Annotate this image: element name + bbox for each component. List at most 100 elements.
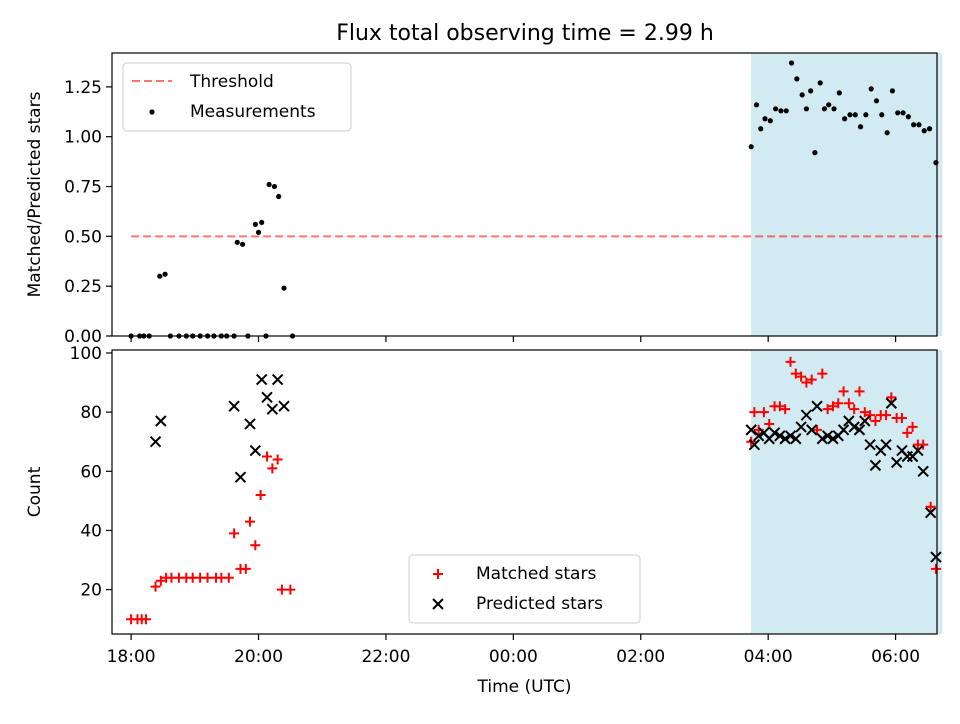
- predicted-star-point: [234, 471, 247, 483]
- measurement-point: [162, 271, 168, 277]
- measurement-point: [857, 124, 864, 130]
- measurement-point: [847, 112, 853, 118]
- matched-star-point: [202, 572, 213, 583]
- y-tick-label: 60: [80, 462, 102, 482]
- matched-star-point: [272, 454, 283, 465]
- x-tick-label: 04:00: [744, 647, 793, 667]
- y-tick-label: 1.00: [64, 128, 102, 148]
- top-panel: 0.00 0.25 0.50 0.75 1.00 1.25 Matched/Predicte…: [25, 52, 943, 347]
- measurement-point: [895, 110, 901, 116]
- matched-star-point: [245, 516, 256, 527]
- predicted-star-point: [853, 424, 866, 436]
- measurement-point: [266, 181, 272, 188]
- matched-star-point: [758, 407, 769, 418]
- predicted-star-point: [745, 424, 757, 436]
- y-tick-label: 1.25: [64, 78, 102, 98]
- y-tick-label: 40: [80, 521, 102, 541]
- highlight-span: [751, 53, 943, 336]
- legend-box: [122, 62, 352, 132]
- predicted-star-point: [149, 436, 162, 448]
- matched-star-point: [930, 563, 941, 574]
- predicted-star-point: [752, 430, 765, 442]
- predicted-star-point: [869, 459, 882, 472]
- predicted-star-point: [924, 507, 937, 519]
- bottom-panel: 20 40 60 80 100 18:00 20:00 22:00 00:00 02:00 04:0…: [25, 344, 943, 697]
- highlight-span: [751, 350, 943, 634]
- predicted-star-point: [848, 421, 860, 433]
- measurement-point: [863, 112, 869, 118]
- measurement-point: [905, 114, 911, 120]
- matched-star-point: [223, 572, 234, 583]
- legend-top: Threshold Measurements: [122, 62, 352, 132]
- matched-star-point: [240, 563, 251, 574]
- predicted-star-point: [795, 421, 807, 433]
- matched-star-point: [849, 404, 860, 415]
- predicted-star-point: [266, 403, 279, 415]
- matched-star-point: [925, 501, 936, 512]
- matched-star-point: [896, 413, 907, 424]
- measurement-point: [868, 86, 874, 92]
- predicted-star-point: [256, 373, 268, 386]
- measurement-point: [767, 118, 773, 124]
- measurement-point: [879, 112, 885, 118]
- x-tick-label: 20:00: [234, 647, 283, 667]
- axes-frame: [111, 52, 938, 337]
- matched-star-point: [276, 584, 287, 595]
- legend-box: [408, 554, 641, 624]
- matched-star-point: [870, 416, 881, 426]
- predicted-star-point: [885, 397, 898, 409]
- measurement-point: [783, 108, 789, 114]
- measurement-point: [817, 80, 823, 86]
- matched-star-point: [881, 410, 892, 421]
- predicted-star-point: [811, 400, 823, 412]
- matched-star-point: [780, 404, 791, 415]
- x-tick-label: 06:00: [871, 647, 920, 667]
- y-tick-label: 100: [70, 344, 102, 364]
- predicted-star-point: [821, 430, 834, 442]
- matched-star-point: [749, 407, 760, 418]
- legend-threshold-label: Threshold: [189, 72, 274, 92]
- measurement-point: [900, 110, 906, 116]
- matched-star-point: [150, 581, 161, 592]
- y-tick-label: 0.75: [64, 178, 102, 198]
- matched-star-point: [833, 398, 844, 409]
- measurement-point: [281, 285, 287, 291]
- matched-star-point: [817, 368, 828, 379]
- measurement-point: [889, 88, 896, 94]
- measurement-point: [873, 98, 880, 104]
- y-tick-label: 20: [80, 581, 102, 601]
- legend-measurement-swatch: [149, 109, 155, 115]
- matched-star-point: [796, 371, 807, 382]
- legend-matched-swatch: [433, 569, 443, 579]
- measurement-point: [821, 106, 828, 112]
- predicted-star-point: [800, 409, 813, 421]
- legend-predicted-swatch: [432, 598, 444, 610]
- matched-star-point: [902, 427, 913, 438]
- measurement-point: [812, 150, 818, 156]
- y-tick-label: 0.25: [64, 277, 102, 297]
- legend-matched-label: Matched stars: [476, 564, 596, 584]
- y-axis-label: Matched/Predicted stars: [25, 91, 45, 297]
- predicted-star-point: [890, 456, 903, 469]
- y-tick-label: 0.00: [64, 327, 102, 347]
- predicted-star-point: [859, 415, 871, 427]
- matched-star-point: [918, 439, 929, 450]
- measurement-point: [239, 241, 246, 247]
- predicted-star-point: [278, 400, 290, 412]
- legend-bottom: Matched stars Predicted stars: [408, 554, 641, 624]
- matched-star-point: [140, 614, 151, 625]
- x-tick-label: 02:00: [616, 647, 665, 667]
- matched-star-point: [255, 489, 266, 500]
- predicted-star-point: [244, 418, 256, 430]
- measurement-point: [788, 60, 795, 66]
- predicted-star-point: [249, 444, 262, 457]
- matched-star-point: [886, 392, 897, 403]
- measurement-point: [884, 130, 890, 136]
- measurement-point: [916, 122, 922, 128]
- measurement-point: [836, 90, 842, 96]
- predicted-star-point: [912, 444, 924, 457]
- predicted-star-point: [827, 433, 839, 445]
- measurement-point: [276, 193, 282, 200]
- measurement-point: [748, 144, 754, 150]
